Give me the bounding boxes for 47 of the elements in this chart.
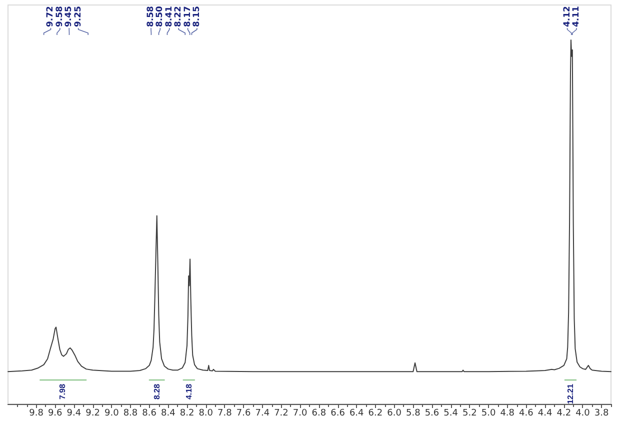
annotation: 8.58 [146,6,156,27]
x-tick-label: 4.6 [519,408,534,418]
x-tick-label: 9.8 [29,408,44,418]
annotation: 8.28 [152,383,162,400]
x-tick-label: 8.2 [180,408,194,418]
annotation: 7.98 [58,383,68,400]
x-tick-label: 4.4 [538,408,552,418]
annotation: 9.58 [54,6,65,27]
annotation: 4.12 [562,6,572,27]
x-tick-label: 5.8 [406,408,421,418]
x-tick-label: 9.4 [66,408,82,418]
x-tick-label: 8.0 [198,408,214,418]
x-tick-label: 9.6 [48,408,63,418]
annotation: 9.72 [46,6,56,27]
annotation: 4.18 [184,383,194,400]
x-tick-label: 5.6 [424,408,440,418]
annotation: 9.25 [73,6,84,27]
x-tick-label: 5.2 [462,408,477,418]
x-tick-label: 6.4 [349,408,364,418]
x-tick-label: 9.2 [86,408,100,418]
annotation: 9.45 [64,6,74,27]
x-tick-label: 8.8 [123,408,138,418]
x-tick-label: 4.2 [556,408,572,418]
x-tick-label: 4.0 [576,408,590,418]
annotation: 4.11 [572,6,582,27]
annotation: 8.15 [192,6,202,27]
x-tick-label: 8.6 [142,408,157,418]
x-tick-label: 7.0 [292,408,308,418]
x-tick-label: 7.6 [236,408,251,418]
x-tick-label: 6.8 [312,408,326,418]
x-tick-label: 6.0 [387,408,402,418]
x-tick-label: 7.2 [274,408,288,418]
annotation: 8.50 [155,6,166,27]
annotation: 12.21 [566,383,575,404]
annotation: 8.41 [164,6,174,27]
x-tick-label: 7.8 [218,408,232,418]
annotation: 8.22 [174,6,184,27]
x-tick-label: 6.6 [330,408,346,418]
x-tick-label: 5.0 [481,408,496,418]
x-tick-label: 3.8 [594,408,609,418]
x-tick-label: 5.4 [444,408,458,418]
x-tick-label: 8.4 [161,408,176,418]
x-tick-label: 9.0 [104,408,120,418]
x-tick-label: 7.4 [255,408,270,418]
x-tick-label: 4.8 [500,408,515,418]
x-tick-label: 6.2 [368,408,383,418]
annotation: 8.17 [182,6,193,27]
